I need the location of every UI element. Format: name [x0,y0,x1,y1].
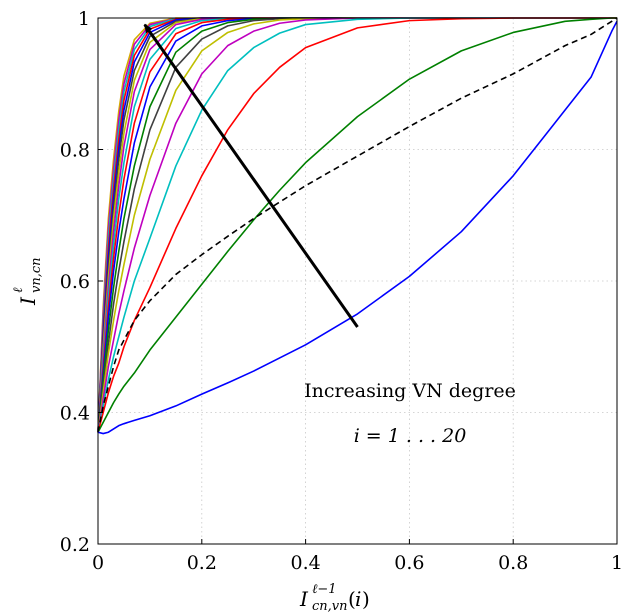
series-line [97,17,617,433]
x-tick-label: 1 [611,552,623,574]
svg-text:I: I [299,587,309,611]
x-tick-label: 0.2 [187,552,217,574]
svg-text:ℓ: ℓ [11,287,26,293]
annotation-line-1: Increasing VN degree [304,380,516,402]
tick-labels: 0 0.2 0.4 0.6 0.8 10.20.40.60.81 [60,8,623,574]
grid-lines [97,17,618,545]
svg-text:I: I [16,296,40,306]
series-line [97,17,617,433]
svg-text:): ) [362,587,370,611]
series-line [97,17,617,433]
series-line [97,17,617,433]
series-line [97,17,617,433]
series-line [97,17,617,433]
series-line [97,17,617,433]
x-tick-label: 0.8 [498,552,528,574]
series-line [97,20,618,435]
series-line [97,17,618,433]
y-tick-label: 0.8 [60,140,90,162]
series-line [97,17,617,433]
increasing-degree-arrow [143,23,359,328]
svg-text:cn,vn: cn,vn [312,599,348,612]
x-axis-label: I ℓ−1 cn,vn ( i ) [299,582,370,612]
series-line [97,17,617,433]
series-line [97,17,617,433]
series-line [97,17,617,433]
annotation-line-2: i = 1 . . . 20 [354,425,467,447]
x-tick-label: 0.4 [290,552,320,574]
series-line [97,17,617,433]
x-tick-label: 0 [92,552,104,574]
y-tick-label: 0.4 [60,403,90,425]
series-line [97,17,617,433]
svg-text:i: i [355,587,361,611]
series-line [97,17,617,433]
y-tick-label: 0.2 [60,534,90,556]
series-line [97,17,617,433]
series-lines [97,17,618,435]
svg-text:ℓ−1: ℓ−1 [312,582,337,597]
svg-text:(: ( [348,587,356,611]
series-line [97,17,617,433]
svg-text:vn,cn: vn,cn [29,257,44,293]
y-axis-label: I ℓ vn,cn [11,257,44,306]
x-tick-label: 0.6 [394,552,424,574]
y-tick-label: 0.6 [60,271,90,293]
y-tick-label: 1 [78,8,90,30]
series-line [97,17,617,433]
series-line [97,17,617,433]
